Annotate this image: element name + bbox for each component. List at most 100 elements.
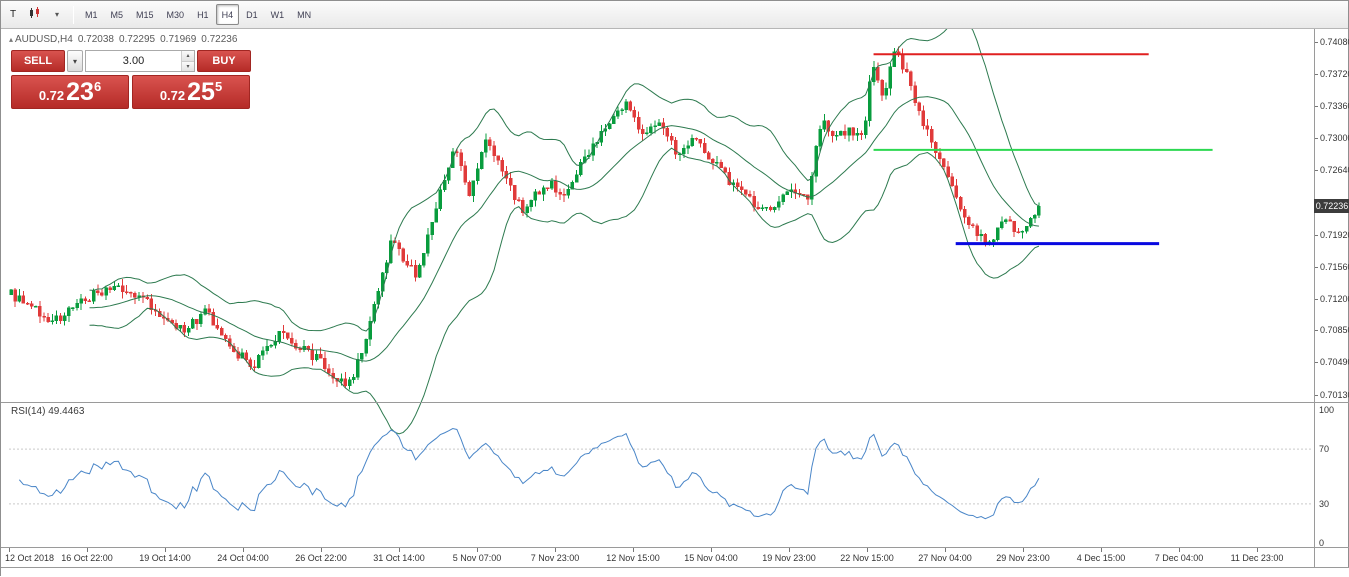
time-axis-label: 19 Nov 23:00 xyxy=(762,553,816,563)
price-axis-tick xyxy=(1315,266,1318,268)
time-axis-label: 24 Oct 04:00 xyxy=(217,553,269,563)
price-axis-tick xyxy=(1315,41,1318,43)
toolbar: T ▾ M1 M5 M15 M30 H1 H4 D1 W1 MN xyxy=(1,1,1348,29)
buy-price-prefix: 0.72 xyxy=(159,88,186,103)
time-axis-tick xyxy=(867,548,868,552)
chart-type-button[interactable] xyxy=(24,4,46,25)
timeframe-button-h4[interactable]: H4 xyxy=(215,4,240,25)
rsi-axis-label: 0 xyxy=(1319,538,1325,548)
time-axis-tick xyxy=(1179,548,1180,552)
time-axis-tick xyxy=(711,548,712,552)
buy-button[interactable]: BUY xyxy=(197,50,251,72)
sell-button[interactable]: SELL xyxy=(11,50,65,72)
sell-price-sup: 6 xyxy=(93,79,102,94)
time-axis-tick xyxy=(321,548,322,552)
time-axis-label: 16 Oct 22:00 xyxy=(61,553,113,563)
bollinger-middle-band xyxy=(89,96,1039,362)
current-price-badge: 0.72236 xyxy=(1314,199,1349,214)
time-axis-tick xyxy=(9,548,10,552)
time-axis-tick xyxy=(1257,548,1258,552)
ohlc-high: 0.72295 xyxy=(118,34,156,45)
bollinger-bands xyxy=(89,23,1040,435)
toolbar-separator xyxy=(73,5,74,24)
price-axis-tick xyxy=(1315,73,1318,75)
timeframe-button-mn[interactable]: MN xyxy=(297,9,312,20)
price-axis-tick xyxy=(1315,330,1318,332)
time-axis-tick xyxy=(1101,548,1102,552)
timeframe-button-m1[interactable]: M1 xyxy=(85,9,98,20)
time-axis-label: 31 Oct 14:00 xyxy=(373,553,425,563)
time-axis-tick xyxy=(399,548,400,552)
rsi-axis-label: 30 xyxy=(1319,498,1330,509)
timeframe-bar: M1 M5 M15 M30 H1 H4 D1 W1 MN xyxy=(79,4,318,25)
ohlc-open: 0.72038 xyxy=(77,34,114,45)
time-axis-tick xyxy=(165,548,166,552)
ohlc-close: 0.72236 xyxy=(201,34,238,45)
timeframe-button-d1[interactable]: D1 xyxy=(246,9,258,20)
price-axis-tick xyxy=(1315,394,1318,396)
lot-size-field[interactable]: 3.00 ▴ ▾ xyxy=(85,50,195,72)
timeframe-button-w1[interactable]: W1 xyxy=(270,9,285,20)
buy-price-panel[interactable]: 0.72 25 5 xyxy=(132,75,250,109)
time-axis-tick xyxy=(87,548,88,552)
chart-style-dropdown-button[interactable]: ▾ xyxy=(47,4,67,25)
price-axis-tick xyxy=(1315,170,1318,172)
lot-increase-button[interactable]: ▴ xyxy=(182,51,194,62)
time-axis-label: 7 Nov 23:00 xyxy=(530,553,580,563)
rsi-axis-label: 100 xyxy=(1319,405,1335,415)
chevron-down-icon: ▾ xyxy=(54,10,59,19)
chart-marker-icon: ▴ xyxy=(9,35,14,44)
one-click-trading-panel: SELL ▾ 3.00 ▴ ▾ BUY 0.72 23 6 0.72 25 5 xyxy=(11,50,251,109)
pane-separator[interactable] xyxy=(1,402,1349,403)
time-axis-tick xyxy=(633,548,634,552)
rsi-line xyxy=(18,427,1040,520)
symbol-ohlc-header: ▴ AUDUSD,H4 0.72038 0.72295 0.71969 0.72236 xyxy=(9,34,242,45)
time-axis-label: 29 Nov 23:00 xyxy=(996,553,1050,563)
time-axis-tick xyxy=(555,548,556,552)
timeframe-button-m5[interactable]: M5 xyxy=(110,9,124,20)
status-strip xyxy=(1,568,1349,576)
buy-price-big: 25 xyxy=(187,78,215,106)
time-axis-tick xyxy=(945,548,946,552)
time-axis-tick xyxy=(789,548,790,552)
time-axis-label: 27 Nov 04:00 xyxy=(918,553,972,563)
time-axis-tick xyxy=(1023,548,1024,552)
time-axis-label: 22 Nov 15:00 xyxy=(840,553,894,563)
sell-price-panel[interactable]: 0.72 23 6 xyxy=(11,75,129,109)
ohlc-low: 0.71969 xyxy=(160,34,197,45)
rsi-indicator-label: RSI(14) 49.4463 xyxy=(11,406,85,417)
lot-decrease-button[interactable]: ▾ xyxy=(182,61,194,71)
rsi-level-lines xyxy=(9,448,1313,505)
symbol-name: AUDUSD,H4 xyxy=(15,34,73,45)
time-axis-label: 5 Nov 07:00 xyxy=(452,553,502,563)
bollinger-upper-band xyxy=(89,23,1040,332)
sell-price-prefix: 0.72 xyxy=(38,88,65,103)
time-axis-label: 26 Oct 22:00 xyxy=(295,553,347,563)
time-axis-label: 15 Nov 04:00 xyxy=(684,553,738,563)
lot-dropdown-button[interactable]: ▾ xyxy=(67,50,83,72)
text-tool-button[interactable]: T xyxy=(3,4,23,25)
price-axis-tick xyxy=(1315,299,1318,301)
time-axis[interactable]: 12 Oct 2018 16 Oct 22:00 19 Oct 14:00 24 Oc… xyxy=(1,548,1314,567)
timeframe-button-h1[interactable]: H1 xyxy=(197,9,209,20)
time-axis-separator xyxy=(1,567,1349,568)
time-axis-label: 7 Dec 04:00 xyxy=(1154,553,1204,563)
candlestick-chart-icon xyxy=(28,6,42,23)
rsi-series xyxy=(18,427,1040,520)
time-axis-tick xyxy=(477,548,478,552)
timeframe-button-m30[interactable]: M30 xyxy=(166,9,185,20)
bollinger-lower-band xyxy=(89,147,1040,435)
rsi-bottom-separator xyxy=(1,547,1349,548)
timeframe-button-m15[interactable]: M15 xyxy=(136,9,154,20)
